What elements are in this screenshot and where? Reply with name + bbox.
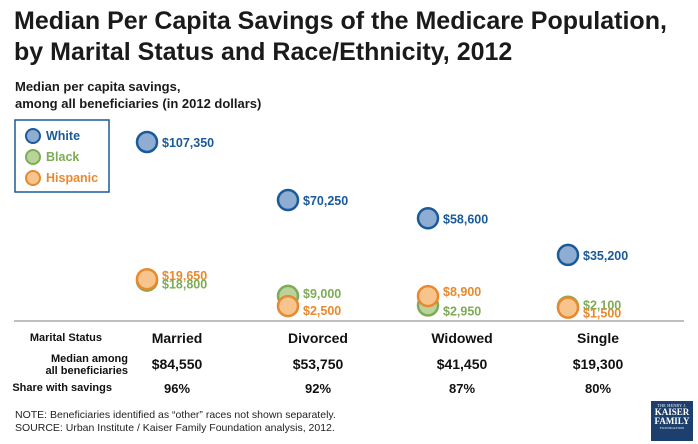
logo-line-4: FOUNDATION [659,426,685,430]
label-hispanic-single: $1,500 [583,307,621,321]
chart-marks: $107,350 $70,250 $58,600 $35,200 $18,800 $9,0… [135,130,628,321]
legend-swatch-white [25,128,41,144]
share-divorced: 92% [304,381,332,396]
median-single: $19,300 [572,356,624,372]
point-hispanic-widowed [416,284,440,308]
category-married: Married [151,330,203,346]
point-hispanic-divorced [276,294,300,318]
point-white-widowed [416,207,440,230]
category-single: Single [576,330,619,346]
legend-swatch-hispanic [25,170,41,186]
subtitle-line-2: among all beneficiaries (in 2012 dollars… [15,96,262,111]
logo-line-1: THE HENRY J. [657,403,687,408]
row-label-median-line-2: all beneficiaries [45,365,128,377]
legend-label-black: Black [46,150,79,164]
subtitle-line-1: Median per capita savings, [15,79,181,94]
kff-logo: THE HENRY J. KAISER FAMILY FOUNDATION [651,401,693,441]
share-married: 96% [163,381,191,396]
source-line: SOURCE: Urban Institute / Kaiser Family … [15,422,335,434]
label-white-divorced: $70,250 [303,194,348,208]
legend-swatch-black [25,149,41,165]
median-widowed: $41,450 [436,356,488,372]
median-married: $84,550 [151,356,203,372]
label-black-divorced: $9,000 [303,287,341,301]
point-white-divorced [276,188,300,212]
point-white-single [556,243,580,267]
share-single: 80% [584,381,612,396]
label-black-widowed: $2,950 [443,304,481,318]
point-white-married [135,130,159,154]
legend-label-white: White [46,129,80,143]
median-divorced: $53,750 [292,356,344,372]
legend-label-hispanic: Hispanic [46,171,98,185]
point-hispanic-single [556,296,580,319]
label-white-widowed: $58,600 [443,212,488,226]
label-black-married: $18,800 [162,278,207,292]
chart-subtitle: Median per capita savings, among all ben… [15,78,261,112]
row-label-median: Median among all beneficiaries [10,353,128,377]
label-hispanic-divorced: $2,500 [303,304,341,318]
row-label-median-line-1: Median among [50,353,128,365]
share-widowed: 87% [448,381,476,396]
row-label-marital-status: Marital Status [29,332,102,344]
label-white-single: $35,200 [583,249,628,263]
legend: White Black Hispanic [14,119,110,193]
note-line: NOTE: Beneficiaries identified as “other… [15,409,336,421]
category-divorced: Divorced [288,330,348,346]
logo-line-2: KAISER [654,407,690,417]
footnote: NOTE: Beneficiaries identified as “other… [15,409,336,435]
label-black-single: $2,100 [583,299,621,313]
category-widowed: Widowed [431,330,493,346]
logo-line-3: FAMILY [654,416,690,426]
point-hispanic-married [135,267,159,291]
chart-title: Median Per Capita Savings of the Medicar… [14,7,667,66]
row-label-share: Share with savings [12,382,112,394]
label-white-married: $107,350 [162,136,214,150]
label-hispanic-widowed: $8,900 [443,285,481,299]
label-hispanic-married: $19,650 [162,269,207,283]
